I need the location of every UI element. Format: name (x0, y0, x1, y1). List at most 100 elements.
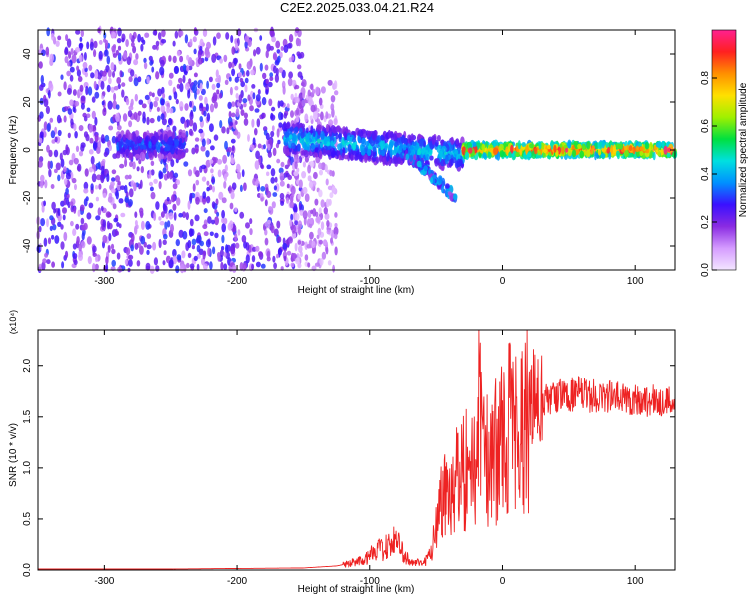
heatmap-cell (73, 206, 77, 214)
heatmap-cell (209, 231, 214, 237)
heatmap-cell (116, 77, 122, 84)
heatmap-cell (38, 137, 43, 144)
heatmap-cell (66, 38, 72, 48)
heatmap-cell (98, 40, 103, 45)
heatmap-cell (291, 232, 297, 239)
heatmap-cell (55, 40, 60, 47)
heatmap-cell (472, 141, 477, 148)
heatmap-cell (78, 243, 82, 252)
heatmap-cell (143, 62, 148, 70)
heatmap-cell (327, 260, 332, 266)
heatmap-cell (283, 121, 287, 130)
heatmap-cell (79, 84, 84, 92)
heatmap-cell (352, 150, 356, 156)
snr-panel: -300 -200 -100 0 100 0.0 0.5 1.0 1.5 2.0 Height … (8, 310, 676, 595)
heatmap-cell (292, 132, 297, 142)
heatmap-cell (163, 133, 168, 143)
heatmap-cell (46, 123, 51, 132)
heatmap-cell (48, 168, 52, 178)
heatmap-cell (70, 118, 74, 126)
heatmap-cell (78, 125, 84, 132)
heatmap-cell (108, 232, 112, 242)
heatmap-cell (276, 128, 280, 138)
heatmap-cell (224, 79, 229, 86)
heatmap-cell (615, 150, 620, 158)
heatmap-cell (538, 141, 542, 150)
heatmap-cell (48, 83, 54, 92)
heatmap-cell (171, 194, 176, 203)
heatmap-cell (465, 152, 470, 160)
heatmap-cell (160, 39, 167, 44)
heatmap-cell (163, 154, 167, 160)
heatmap-cell (52, 224, 57, 231)
heatmap-cell (352, 137, 357, 143)
heatmap-cell (118, 141, 122, 150)
heatmap-cell (57, 129, 62, 137)
heatmap-cell (333, 233, 338, 240)
heatmap-cell (130, 69, 135, 77)
heatmap-cell (235, 242, 240, 249)
heatmap-cell (191, 244, 195, 250)
heatmap-cell (278, 167, 284, 174)
heatmap-cell (413, 154, 417, 161)
heatmap-cell (111, 248, 116, 255)
x-tick-label: -300 (94, 576, 114, 587)
heatmap-cell (586, 141, 591, 150)
heatmap-cell (277, 139, 281, 145)
heatmap-cell (447, 191, 452, 196)
heatmap-cell (435, 158, 440, 165)
heatmap-cell (154, 96, 159, 102)
heatmap-cell (577, 143, 583, 149)
heatmap-cell (94, 263, 99, 270)
heatmap-cell (145, 262, 151, 270)
heatmap-cell (65, 34, 69, 42)
heatmap-cell (79, 36, 83, 42)
heatmap-cell (46, 27, 51, 37)
heatmap-cell (100, 160, 106, 167)
heatmap-cell (166, 106, 170, 114)
heatmap-cell (245, 254, 250, 264)
heatmap-cell (116, 222, 120, 227)
heatmap-cell (211, 201, 216, 209)
heatmap-cell (38, 263, 42, 272)
heatmap-cell (356, 154, 361, 160)
heatmap-cell (527, 152, 532, 158)
heatmap-cell (228, 76, 232, 82)
heatmap-cell (128, 152, 133, 158)
heatmap-cell (387, 129, 391, 139)
heatmap-cell (206, 112, 211, 122)
heatmap-cell (223, 181, 227, 189)
heatmap-cell (72, 228, 77, 236)
heatmap-cell (78, 42, 84, 49)
y-tick-label: 20 (22, 96, 33, 108)
heatmap-cell (161, 118, 167, 126)
heatmap-cell (255, 245, 260, 252)
heatmap-cell (111, 169, 117, 175)
heatmap-cell (325, 111, 329, 120)
heatmap-cell (50, 130, 56, 139)
heatmap-cell (325, 123, 330, 133)
heatmap-cell (315, 142, 319, 148)
heatmap-cell (392, 133, 397, 142)
heatmap-cell (53, 208, 57, 214)
heatmap-cell (249, 228, 253, 236)
heatmap-cell (53, 149, 59, 158)
heatmap-cell (225, 32, 230, 40)
snr-frame (37, 329, 676, 571)
heatmap-cell (309, 115, 313, 121)
heatmap-cell (65, 172, 71, 180)
heatmap-cell (265, 89, 269, 95)
heatmap-cell (66, 87, 72, 95)
heatmap-cell (128, 76, 133, 83)
heatmap-cell (45, 46, 50, 56)
heatmap-cell (237, 229, 241, 236)
heatmap-cell (253, 49, 257, 57)
heatmap-cell (125, 247, 131, 256)
heatmap-cell (172, 255, 178, 265)
heatmap-cell (324, 164, 328, 173)
heatmap-cell (299, 51, 305, 59)
heatmap-cell (168, 259, 174, 269)
heatmap-cell (209, 261, 213, 270)
heatmap-cell (87, 86, 93, 96)
heatmap-cell (155, 141, 161, 151)
